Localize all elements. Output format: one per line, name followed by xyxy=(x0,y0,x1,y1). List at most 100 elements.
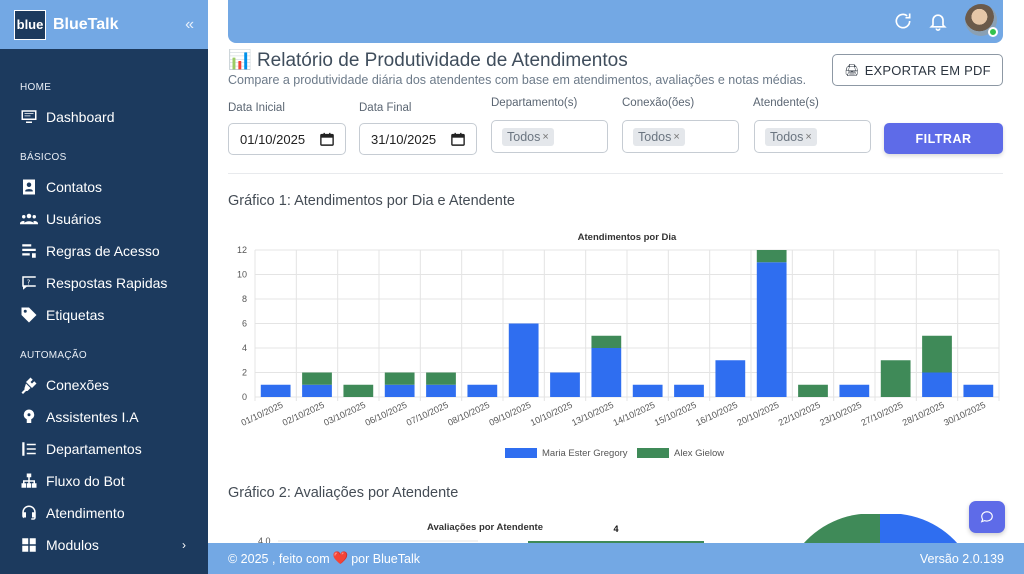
attendant-select[interactable]: Todos × xyxy=(754,120,871,153)
chart1-ytick-label: 10 xyxy=(237,270,247,280)
chart1-bar xyxy=(674,384,704,397)
chart1-bar xyxy=(591,335,622,348)
chip-label: Todos xyxy=(507,129,541,144)
date-start-input[interactable]: 01/10/2025 xyxy=(228,123,346,155)
monitor-icon xyxy=(20,108,38,126)
sidebar-item-contatos[interactable]: Contatos xyxy=(0,171,208,203)
sidebar-item-respostas[interactable]: ? Respostas Rapidas xyxy=(0,267,208,299)
calendar-icon[interactable] xyxy=(320,132,334,146)
chart1-bar xyxy=(839,384,870,397)
filter-button[interactable]: FILTRAR xyxy=(884,123,1003,154)
export-pdf-label: EXPORTAR EM PDF xyxy=(864,62,991,78)
list-icon xyxy=(20,440,38,458)
logo[interactable]: blue xyxy=(14,9,46,40)
sidebar-item-conexoes[interactable]: Conexões xyxy=(0,369,208,401)
chart1-xtick-label: 10/10/2025 xyxy=(529,400,574,428)
sidebar: blue BlueTalk « HOME Dashboard BÁSICOS C… xyxy=(0,0,208,574)
chart2-ytick: 4.0 xyxy=(258,536,271,544)
question-icon: ? xyxy=(20,274,38,292)
sidebar-item-etiquetas[interactable]: Etiquetas xyxy=(0,299,208,331)
page-title: 📊 Relatório de Produtividade de Atendime… xyxy=(228,48,628,72)
sidebar-item-fluxo[interactable]: Fluxo do Bot xyxy=(0,465,208,497)
chart1-xtick-label: 13/10/2025 xyxy=(570,400,615,428)
chart2-pie-slice-blue xyxy=(880,514,958,544)
chart1-ytick-label: 4 xyxy=(242,343,247,353)
chart2-heading: Gráfico 2: Avaliações por Atendente xyxy=(228,485,459,501)
footer-by: por BlueTalk xyxy=(351,551,420,566)
chart1-xtick-label: 07/10/2025 xyxy=(405,400,450,428)
flow-icon xyxy=(20,472,38,490)
chart1-bar xyxy=(384,384,415,397)
avatar[interactable] xyxy=(965,4,998,37)
chart1-xtick-label: 20/10/2025 xyxy=(735,400,780,428)
rules-icon xyxy=(20,242,38,260)
sidebar-item-atendimento[interactable]: Atendimento xyxy=(0,497,208,529)
chart1-bar xyxy=(963,384,994,397)
department-chip: Todos × xyxy=(502,127,554,146)
chart1-legend-swatch xyxy=(637,448,669,458)
connection-select[interactable]: Todos × xyxy=(622,120,739,153)
footer-version: Versão 2.0.139 xyxy=(919,551,1004,566)
chart1-xtick-label: 06/10/2025 xyxy=(363,400,408,428)
sidebar-item-label: Departamentos xyxy=(46,441,142,457)
section-automacao: AUTOMAÇÃO xyxy=(20,350,87,361)
chart1-bar xyxy=(384,372,415,385)
headset-icon xyxy=(20,504,38,522)
chart1-xtick-label: 22/10/2025 xyxy=(777,400,822,428)
top-bar xyxy=(228,0,1003,43)
chart-atendimentos-por-dia: Atendimentos por Dia 0 2 4 6 8 10 12 01/10/2025 0… xyxy=(228,226,1003,466)
chart1-xtick-label: 30/10/2025 xyxy=(942,400,987,428)
remove-chip-icon[interactable]: × xyxy=(805,130,812,143)
chart2-title: Avaliações por Atendente xyxy=(427,522,543,533)
chart1-bar xyxy=(426,384,456,397)
chart1-xtick-label: 28/10/2025 xyxy=(901,400,946,428)
sidebar-item-label: Regras de Acesso xyxy=(46,243,160,259)
svg-text:?: ? xyxy=(27,279,31,287)
chart2-svg: Avaliações por Atendente 4 4.0 xyxy=(258,514,958,544)
department-label: Departamento(s) xyxy=(491,97,578,109)
chart1-xtick-label: 14/10/2025 xyxy=(611,400,656,428)
chart1-xtick-label: 23/10/2025 xyxy=(818,400,863,428)
department-select[interactable]: Todos × xyxy=(491,120,608,153)
chart1-ytick-label: 12 xyxy=(237,245,247,255)
sidebar-item-departamentos[interactable]: Departamentos xyxy=(0,433,208,465)
double-chevron-left-icon[interactable]: « xyxy=(185,15,194,33)
chat-bubble-icon xyxy=(980,511,993,523)
chart1-bar xyxy=(756,262,787,397)
sidebar-item-regras[interactable]: Regras de Acesso xyxy=(0,235,208,267)
chart1-xtick-label: 27/10/2025 xyxy=(859,400,904,428)
chart1-bar xyxy=(302,384,332,397)
remove-chip-icon[interactable]: × xyxy=(673,130,680,143)
printer-icon: 🖨 xyxy=(844,63,860,77)
chart1-legend-label: Alex Gielow xyxy=(674,448,724,459)
chart1-bar xyxy=(426,372,456,385)
sidebar-item-label: Usuários xyxy=(46,211,102,227)
chart1-xtick-label: 08/10/2025 xyxy=(446,400,491,428)
calendar-icon[interactable] xyxy=(451,132,465,146)
chart1-bar xyxy=(715,360,746,397)
chart1-bar xyxy=(260,384,291,397)
chart1-xtick-label: 15/10/2025 xyxy=(653,400,698,428)
chart1-bar xyxy=(632,384,663,397)
chart1-xtick-label: 02/10/2025 xyxy=(281,400,326,428)
chart-avaliacoes-por-atendente: Avaliações por Atendente 4 4.0 xyxy=(228,514,1003,544)
chat-button[interactable] xyxy=(969,501,1005,533)
sidebar-item-label: Modulos xyxy=(46,537,99,553)
date-end-input[interactable]: 31/10/2025 xyxy=(359,123,477,155)
sidebar-item-dashboard[interactable]: Dashboard xyxy=(0,101,208,133)
chart1-ytick-label: 0 xyxy=(242,392,247,402)
chart1-legend-label: Maria Ester Gregory xyxy=(542,448,628,459)
sidebar-item-modulos[interactable]: Modulos › xyxy=(0,529,208,561)
divider xyxy=(228,173,1003,174)
sidebar-item-assistentes[interactable]: Assistentes I.A xyxy=(0,401,208,433)
export-pdf-button[interactable]: 🖨 EXPORTAR EM PDF xyxy=(832,54,1003,86)
bell-icon[interactable] xyxy=(928,11,948,31)
chart2-data-label: 4 xyxy=(613,524,618,534)
chart1-bar xyxy=(880,360,911,397)
refresh-icon[interactable] xyxy=(893,11,913,31)
sidebar-item-label: Etiquetas xyxy=(46,307,105,323)
sidebar-item-usuarios[interactable]: Usuários xyxy=(0,203,208,235)
date-start-label: Data Inicial xyxy=(228,102,285,114)
remove-chip-icon[interactable]: × xyxy=(542,130,549,143)
date-end-value: 31/10/2025 xyxy=(371,131,437,147)
